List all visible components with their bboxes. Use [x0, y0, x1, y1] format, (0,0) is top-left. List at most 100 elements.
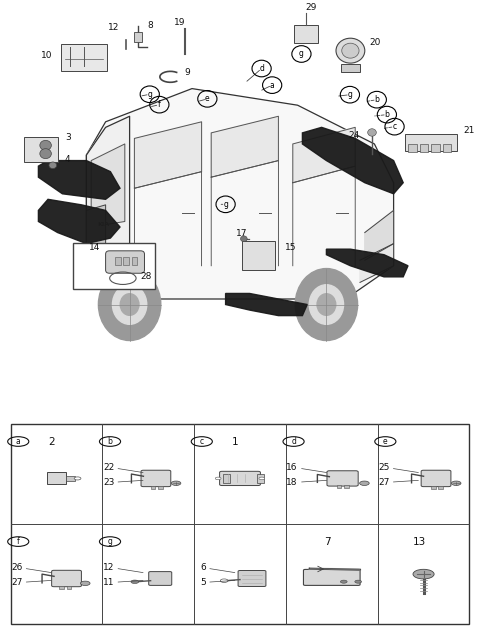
Circle shape	[112, 285, 147, 325]
Text: 13: 13	[412, 536, 426, 547]
Circle shape	[451, 481, 461, 486]
Polygon shape	[86, 116, 130, 266]
Circle shape	[336, 38, 365, 63]
Bar	[408, 144, 417, 152]
Text: 1: 1	[232, 437, 239, 446]
Text: 7: 7	[324, 536, 331, 547]
Text: d: d	[291, 437, 296, 446]
Circle shape	[81, 581, 90, 585]
Bar	[443, 144, 451, 152]
Polygon shape	[309, 568, 360, 571]
Polygon shape	[86, 89, 394, 299]
Text: 4: 4	[65, 155, 71, 164]
Bar	[431, 144, 440, 152]
Bar	[48, 472, 66, 484]
FancyBboxPatch shape	[421, 470, 451, 487]
Circle shape	[317, 294, 336, 315]
Text: e: e	[383, 437, 388, 446]
FancyBboxPatch shape	[149, 572, 172, 585]
Text: KIA: KIA	[97, 222, 109, 227]
Text: b: b	[374, 95, 379, 104]
Text: a: a	[270, 81, 275, 89]
FancyBboxPatch shape	[106, 251, 144, 273]
Circle shape	[171, 481, 181, 486]
Bar	[66, 476, 75, 481]
Bar	[438, 486, 443, 489]
Text: c: c	[200, 437, 204, 446]
Bar	[344, 485, 349, 488]
Polygon shape	[38, 160, 120, 199]
Text: c: c	[393, 122, 396, 131]
Bar	[405, 134, 457, 151]
Circle shape	[98, 269, 161, 340]
Bar	[61, 44, 107, 71]
FancyBboxPatch shape	[238, 571, 266, 586]
Text: 18: 18	[287, 478, 298, 488]
Polygon shape	[38, 199, 120, 243]
Text: 8: 8	[148, 22, 154, 30]
Text: g: g	[108, 537, 112, 546]
FancyBboxPatch shape	[327, 471, 358, 486]
FancyBboxPatch shape	[141, 470, 171, 487]
Text: 19: 19	[174, 18, 186, 27]
Text: 24: 24	[349, 131, 360, 140]
Bar	[257, 474, 264, 483]
Circle shape	[355, 580, 361, 583]
Text: 5: 5	[200, 578, 206, 587]
Circle shape	[340, 580, 347, 583]
Text: g: g	[223, 200, 228, 209]
Text: g: g	[147, 90, 152, 99]
Polygon shape	[86, 205, 106, 255]
Circle shape	[74, 477, 81, 480]
FancyBboxPatch shape	[52, 571, 82, 586]
Text: d: d	[259, 64, 264, 73]
Polygon shape	[326, 249, 408, 277]
Bar	[294, 25, 318, 43]
Text: 6: 6	[200, 562, 206, 572]
Text: 25: 25	[378, 463, 390, 472]
Circle shape	[309, 285, 344, 325]
Text: g: g	[299, 49, 304, 58]
Text: f: f	[17, 537, 20, 546]
Bar	[59, 586, 64, 589]
Text: e: e	[205, 94, 210, 103]
Bar	[134, 32, 142, 42]
Polygon shape	[293, 127, 355, 183]
Circle shape	[131, 580, 139, 583]
Text: g: g	[348, 90, 352, 99]
Text: 11: 11	[103, 578, 114, 587]
Circle shape	[413, 569, 434, 579]
Circle shape	[368, 129, 376, 136]
Text: 26: 26	[11, 562, 23, 572]
Text: 10: 10	[41, 51, 53, 60]
Circle shape	[215, 477, 221, 480]
Circle shape	[240, 236, 247, 242]
Circle shape	[40, 140, 51, 150]
Bar	[431, 486, 435, 489]
Polygon shape	[134, 122, 202, 188]
Bar	[223, 474, 230, 483]
Text: 28: 28	[141, 271, 152, 281]
Polygon shape	[302, 127, 403, 194]
Bar	[123, 257, 129, 264]
Text: 21: 21	[464, 126, 475, 135]
Text: 17: 17	[236, 230, 247, 238]
Polygon shape	[365, 210, 394, 260]
Text: b: b	[108, 437, 112, 446]
Text: 3: 3	[65, 133, 71, 141]
Bar	[132, 257, 137, 264]
Bar	[158, 486, 163, 489]
Text: 29: 29	[305, 3, 317, 11]
Text: 9: 9	[185, 68, 191, 77]
Circle shape	[220, 579, 228, 583]
Circle shape	[360, 481, 369, 486]
Polygon shape	[211, 116, 278, 177]
Bar	[151, 486, 156, 489]
Bar	[336, 485, 341, 488]
Text: f: f	[158, 100, 161, 109]
Text: 23: 23	[103, 478, 114, 488]
Circle shape	[342, 43, 359, 58]
Circle shape	[120, 294, 139, 315]
Text: 16: 16	[287, 463, 298, 472]
Text: 12: 12	[103, 562, 114, 572]
